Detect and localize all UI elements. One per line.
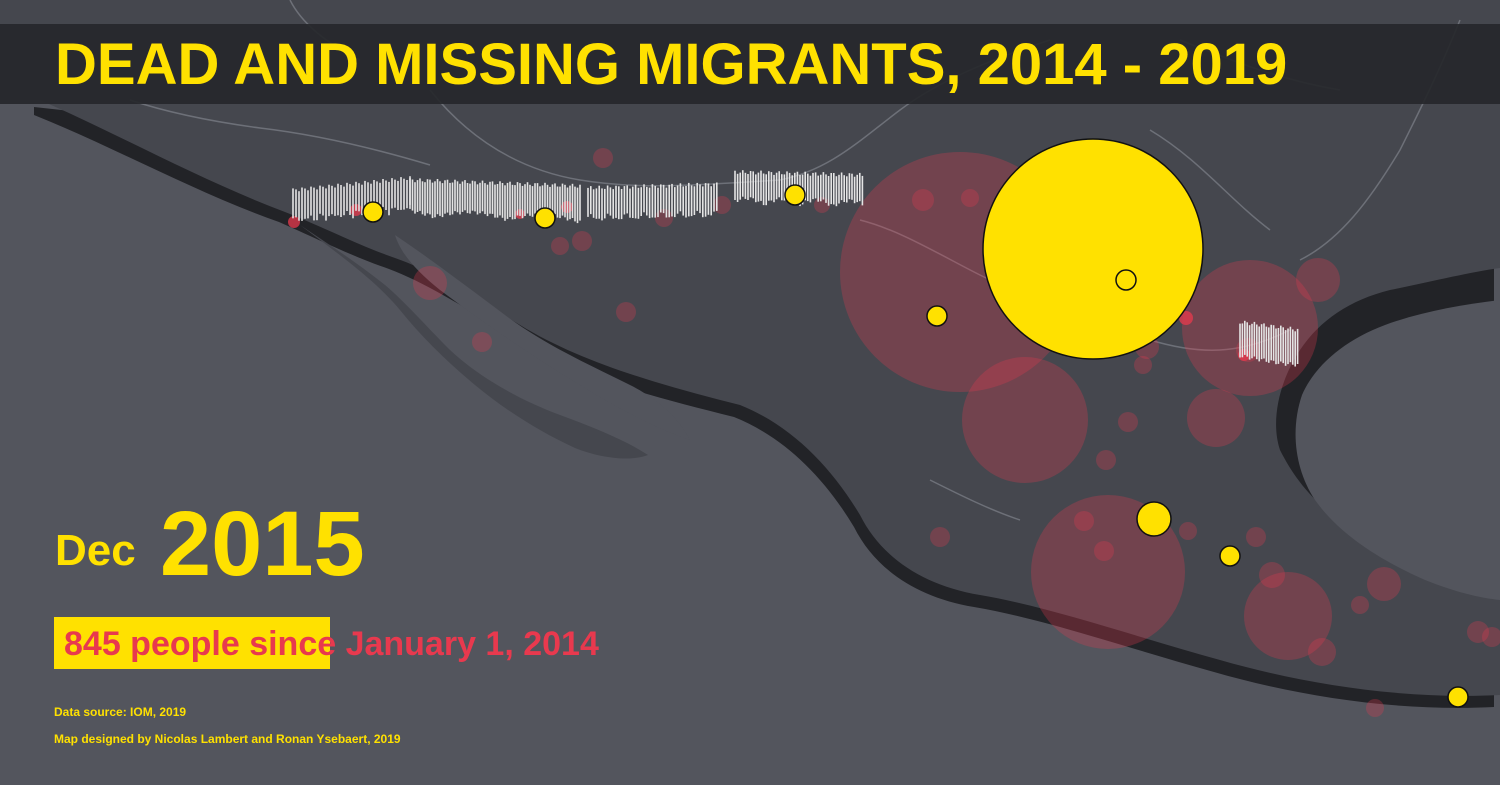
event-yellow: [1136, 501, 1172, 537]
event-red: [1179, 522, 1197, 540]
event-yellow: [1219, 545, 1241, 567]
event-red: [616, 302, 636, 322]
event-red: [1244, 572, 1332, 660]
event-red: [1367, 567, 1401, 601]
event-red-strong: [1179, 311, 1193, 325]
gulf-of-california: [395, 235, 690, 440]
event-yellow: [784, 184, 806, 206]
event-red: [1074, 511, 1094, 531]
event-red: [1467, 621, 1489, 643]
event-yellow: [1447, 686, 1469, 708]
current-events: [362, 138, 1469, 708]
event-red: [961, 189, 979, 207]
current-month: Dec: [55, 526, 136, 575]
event-red: [713, 196, 731, 214]
event-red: [1246, 527, 1266, 547]
timeline-progress: [54, 617, 694, 669]
victim-counter: 845 people since January 1, 2014: [64, 625, 599, 663]
border-wall: [292, 170, 1299, 367]
event-red-strong: [288, 216, 300, 228]
event-yellow: [534, 207, 556, 229]
event-red: [912, 189, 934, 211]
title-bar: [0, 24, 1500, 104]
event-red: [1351, 596, 1369, 614]
event-red: [930, 527, 950, 547]
timeline-progress-fill: [54, 617, 330, 669]
current-year: 2015: [160, 493, 365, 595]
event-yellow: [982, 138, 1204, 360]
map-title: DEAD AND MISSING MIGRANTS, 2014 - 2019: [55, 32, 1288, 97]
event-red: [1118, 412, 1138, 432]
event-red: [1482, 627, 1500, 647]
event-red: [1134, 356, 1152, 374]
event-red: [1308, 638, 1336, 666]
event-red: [814, 197, 830, 213]
event-red: [572, 231, 592, 251]
event-yellow: [926, 305, 948, 327]
event-red: [593, 148, 613, 168]
event-red: [413, 266, 447, 300]
event-red: [1187, 389, 1245, 447]
event-red: [1259, 562, 1285, 588]
map-credits: Map designed by Nicolas Lambert and Rona…: [54, 732, 401, 746]
event-yellow: [362, 201, 384, 223]
event-red: [962, 357, 1088, 483]
event-red: [1096, 450, 1116, 470]
event-yellow: [1115, 269, 1137, 291]
event-red: [472, 332, 492, 352]
event-red: [1296, 258, 1340, 302]
data-source: Data source: IOM, 2019: [54, 705, 187, 719]
event-red: [551, 237, 569, 255]
event-red: [1094, 541, 1114, 561]
gulf-of-mexico: [1295, 300, 1500, 600]
event-red: [1366, 699, 1384, 717]
